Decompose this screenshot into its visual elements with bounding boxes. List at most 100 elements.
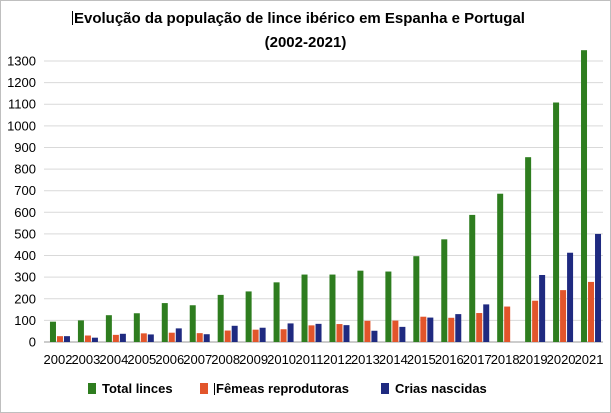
bar-crias (147, 334, 154, 342)
chart-subtitle: (2002-2021) (264, 34, 347, 51)
bar-femeas (56, 336, 63, 342)
bar-femeas (140, 333, 147, 342)
bar-total (441, 239, 448, 342)
gridlines (44, 60, 603, 343)
x-tick-label: 2013 (351, 352, 380, 367)
bar-total (105, 315, 112, 342)
y-tick-label: 300 (14, 270, 36, 285)
bar-total (357, 270, 364, 342)
bar-femeas (364, 320, 371, 342)
chart-title: Evolução da população de lince ibérico e… (72, 10, 532, 28)
legend-swatch-total (88, 383, 96, 394)
legend-swatch-crias (381, 383, 389, 394)
bar-total (385, 271, 392, 342)
bar-total (77, 320, 84, 342)
y-tick-label: 900 (14, 140, 36, 155)
bars (49, 50, 602, 342)
bar-femeas (588, 281, 595, 342)
y-tick-label: 100 (14, 313, 36, 328)
bar-crias (343, 325, 350, 342)
bar-crias (399, 326, 406, 342)
legend-item-crias: Crias nascidas (381, 381, 487, 396)
legend: Total linces Fêmeas reprodutoras Crias n… (0, 381, 611, 401)
x-tick-label: 2003 (71, 352, 100, 367)
legend-item-total: Total linces (88, 381, 173, 396)
bar-crias (315, 323, 322, 342)
bar-femeas (560, 290, 567, 342)
bar-total (553, 102, 560, 342)
x-tick-label: 2020 (547, 352, 576, 367)
title-text-cursor (72, 11, 73, 25)
x-tick-label: 2006 (155, 352, 184, 367)
bar-total (581, 50, 588, 342)
bar-femeas (532, 300, 539, 342)
bar-crias (567, 252, 574, 342)
bar-crias (287, 323, 294, 342)
bar-femeas (224, 330, 231, 342)
bar-crias (119, 333, 126, 342)
bar-crias (539, 274, 546, 342)
bar-crias (595, 233, 602, 342)
bar-femeas (336, 324, 343, 342)
bar-total (273, 282, 280, 342)
bar-femeas (308, 325, 315, 342)
y-tick-label: 1300 (7, 54, 36, 69)
bar-total (525, 157, 532, 342)
legend-item-femeas: Fêmeas reprodutoras (200, 381, 349, 396)
x-tick-label: 2012 (323, 352, 352, 367)
x-tick-label: 2015 (407, 352, 436, 367)
x-tick-label: 2016 (435, 352, 464, 367)
x-tick-label: 2021 (575, 352, 604, 367)
bar-femeas (420, 316, 427, 342)
legend-label-total: Total linces (102, 381, 173, 396)
bar-femeas (392, 320, 399, 342)
y-tick-label: 1200 (7, 75, 36, 90)
x-tick-label: 2009 (239, 352, 268, 367)
bar-crias (371, 330, 378, 342)
x-axis-tick-labels: 2002 2003 2004 2005 2006 2007 2008 2009 2010 2011… (44, 352, 604, 367)
y-tick-label: 0 (29, 335, 36, 350)
x-tick-label: 2002 (44, 352, 73, 367)
chart-title-text: Evolução da população de lince ibérico e… (74, 10, 525, 27)
bar-total (497, 193, 504, 342)
y-tick-label: 1000 (7, 118, 36, 133)
bar-total (301, 274, 308, 342)
bar-total (189, 305, 196, 342)
bar-crias (91, 337, 98, 342)
y-tick-label: 1100 (8, 97, 36, 112)
legend-text-cursor (214, 382, 215, 395)
bar-crias (203, 334, 210, 342)
bar-crias (427, 317, 434, 342)
bar-femeas (196, 333, 203, 342)
bar-crias (63, 336, 70, 342)
bar-crias (259, 327, 266, 342)
x-tick-label: 2010 (267, 352, 296, 367)
legend-swatch-femeas (200, 383, 208, 394)
y-tick-label: 700 (14, 183, 36, 198)
y-axis-tick-labels: 0 100 200 300 400 500 600 700 800 900 1000 1100 1200… (7, 54, 36, 350)
bar-femeas (84, 335, 91, 342)
x-tick-label: 2014 (379, 352, 408, 367)
bar-total (413, 256, 420, 342)
bar-crias (231, 325, 238, 342)
y-tick-label: 200 (14, 291, 36, 306)
bar-femeas (448, 317, 455, 342)
bar-total (133, 313, 140, 342)
x-tick-label: 2011 (296, 352, 324, 367)
bar-crias (455, 314, 462, 342)
bar-femeas (112, 334, 119, 342)
bar-femeas (504, 306, 511, 342)
x-tick-label: 2018 (491, 352, 520, 367)
legend-label-femeas: Fêmeas reprodutoras (216, 381, 349, 396)
bar-crias (175, 328, 182, 342)
bar-femeas (476, 313, 483, 342)
y-tick-label: 400 (14, 248, 36, 263)
x-tick-label: 2008 (211, 352, 240, 367)
bar-total (49, 321, 56, 342)
x-tick-label: 2019 (519, 352, 548, 367)
bar-femeas (252, 329, 259, 342)
legend-label-crias: Crias nascidas (395, 381, 487, 396)
bar-femeas (168, 332, 175, 342)
